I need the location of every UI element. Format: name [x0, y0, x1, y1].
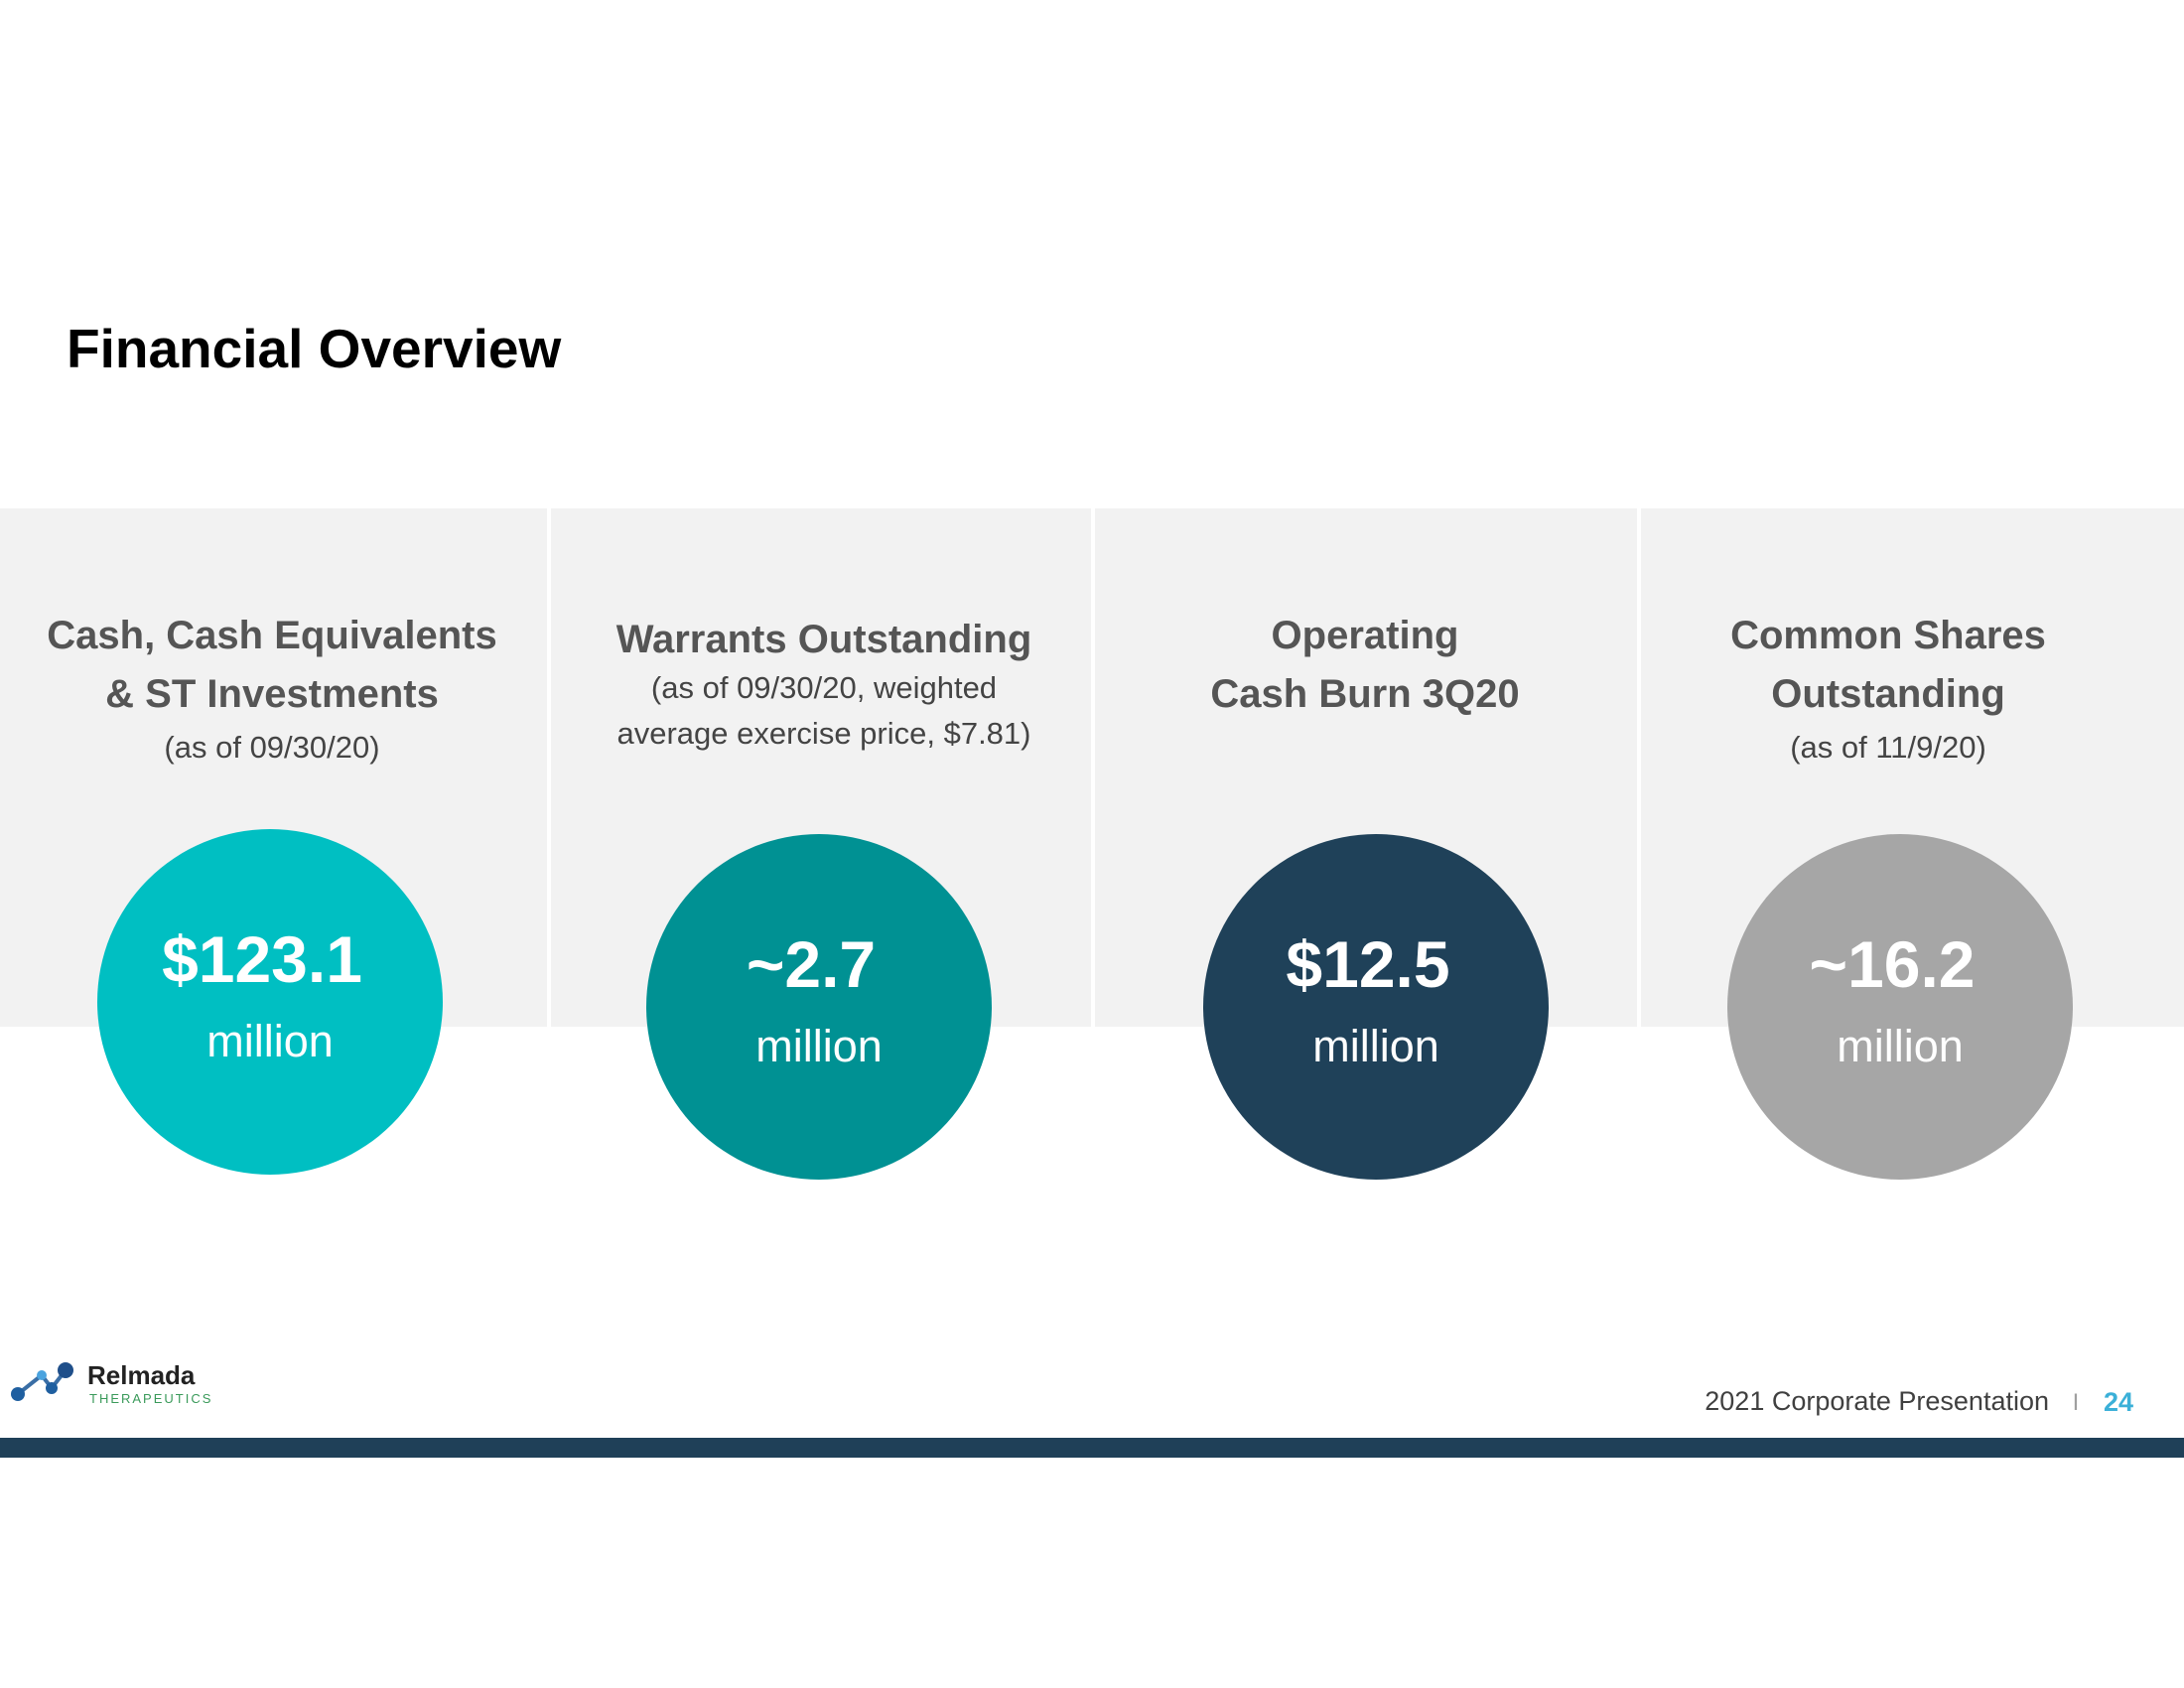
column-heading: Warrants Outstanding — [616, 618, 1032, 661]
value: ~2.7 — [747, 927, 876, 1001]
value-circle — [97, 829, 443, 1175]
divider — [1637, 508, 1641, 1027]
unit: million — [206, 1016, 334, 1066]
value-circle — [646, 834, 992, 1180]
value: $12.5 — [1286, 927, 1449, 1001]
title: Financial Overview — [67, 318, 561, 379]
logo-sub: THERAPEUTICS — [89, 1391, 212, 1406]
value-circle — [1203, 834, 1549, 1180]
footer-text: 2021 Corporate Presentation — [1705, 1386, 2049, 1416]
divider — [1091, 508, 1095, 1027]
column-heading: & ST Investments — [105, 672, 439, 716]
column-heading: Operating — [1272, 614, 1459, 657]
column-note: average exercise price, $7.81) — [616, 716, 1030, 751]
column-heading: Cash, Cash Equivalents — [47, 614, 496, 657]
column-heading: Outstanding — [1771, 672, 2005, 716]
column-note: (as of 09/30/20) — [164, 730, 379, 765]
value: $123.1 — [162, 922, 362, 996]
column-note: (as of 11/9/20) — [1790, 730, 1986, 765]
value-circle — [1727, 834, 2073, 1180]
logo: Relmada THERAPEUTICS — [11, 1360, 212, 1406]
column-heading: Common Shares — [1730, 614, 2046, 657]
unit: million — [1312, 1021, 1439, 1071]
unit: million — [1837, 1021, 1964, 1071]
column-note: (as of 09/30/20, weighted — [651, 670, 997, 705]
page-number: 24 — [2104, 1387, 2133, 1417]
footer-bar — [0, 1438, 2184, 1458]
divider — [547, 508, 551, 1027]
unit: million — [755, 1021, 883, 1071]
value: ~16.2 — [1810, 927, 1976, 1001]
logo-name: Relmada — [87, 1360, 196, 1390]
footer-separator: I — [2073, 1389, 2080, 1416]
column-heading: Cash Burn 3Q20 — [1210, 672, 1519, 716]
